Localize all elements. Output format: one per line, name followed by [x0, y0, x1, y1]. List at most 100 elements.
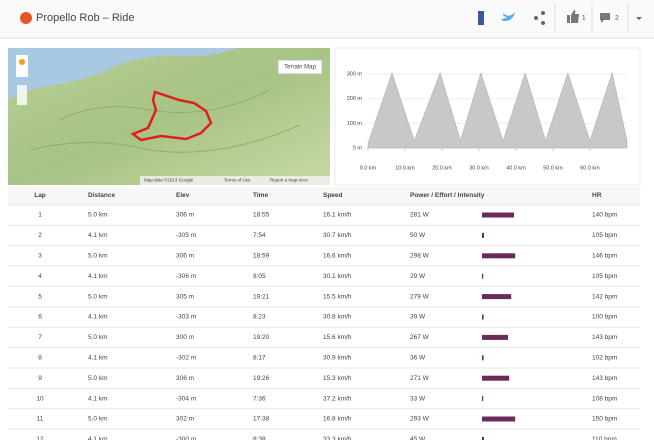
cell: 1 — [38, 212, 42, 219]
cell: 140 bpm — [592, 212, 617, 219]
column-header: Speed — [323, 192, 343, 199]
cell: 146 bpm — [592, 253, 617, 260]
table-header-bg — [8, 187, 640, 204]
comment-count: 2 — [615, 15, 619, 22]
column-header: Time — [253, 192, 268, 199]
cell: 15.5 km/h — [323, 293, 352, 300]
intensity-bar — [482, 334, 508, 340]
cell: 108 bpm — [592, 395, 617, 402]
cell: 142 bpm — [592, 293, 617, 300]
cell: 4 — [38, 273, 42, 280]
cell: 5 — [38, 293, 42, 300]
app-logo[interactable] — [20, 12, 32, 24]
cell: 8:23 — [253, 314, 266, 321]
route-line — [130, 90, 213, 142]
intensity-bar — [482, 232, 484, 238]
cell: 143 bpm — [592, 375, 617, 382]
column-header: Power / Effort / Intensity — [410, 192, 485, 199]
cell: 7:36 — [253, 395, 266, 402]
column-header: Distance — [88, 192, 115, 199]
menu-caret[interactable] — [636, 17, 642, 20]
cell: 5.0 km — [88, 334, 108, 341]
intensity-bar — [482, 273, 484, 279]
x-tick-label: 20.0 km — [432, 165, 452, 171]
pegman — [19, 59, 25, 65]
twitter-icon[interactable] — [501, 12, 515, 21]
cell: 293 W — [410, 416, 430, 423]
elevation-chart: 0 m 100 m 200 m 300 m 0.0 km 10.0 km 20.0 km 30… — [347, 71, 628, 171]
cell: 16.8 km/h — [323, 416, 352, 423]
cell: 30.8 km/h — [323, 314, 352, 321]
cell: -300 m — [176, 436, 196, 440]
cell: 30.9 km/h — [323, 355, 352, 362]
map-type-button[interactable] — [277, 59, 323, 75]
y-tick-label: 100 m — [347, 121, 363, 127]
cell: 36 W — [410, 355, 426, 362]
cell: 12 — [36, 436, 44, 440]
map-report[interactable]: Report a map error — [270, 178, 309, 183]
cell: 7:54 — [253, 232, 266, 239]
cell: 19:20 — [253, 334, 270, 341]
column-header: Lap — [34, 192, 46, 199]
header-bar — [0, 0, 654, 38]
comment-icon[interactable] — [600, 13, 610, 23]
cell: 110 bpm — [592, 436, 617, 440]
cell: 4.1 km — [88, 395, 108, 402]
cell: 19:26 — [253, 375, 270, 382]
cell: -302 m — [176, 355, 196, 362]
cell: 5.0 km — [88, 253, 108, 260]
cell: 29 W — [410, 273, 426, 280]
cell: 37.2 km/h — [323, 395, 352, 402]
intensity-bar — [482, 314, 484, 320]
cell: 10 — [36, 395, 44, 402]
cell: 5.0 km — [88, 416, 108, 423]
cell: 5.0 km — [88, 212, 108, 219]
cell: 6 — [38, 314, 42, 321]
cell: 8 — [38, 355, 42, 362]
street-view-control[interactable] — [16, 55, 28, 77]
cell: 302 m — [176, 416, 194, 423]
column-header: Elev — [176, 192, 190, 199]
page-title: Propello Rob – Ride — [36, 12, 134, 24]
column-header: HR — [592, 192, 602, 199]
cell: 15.6 km/h — [323, 334, 352, 341]
map[interactable]: Terrain Map Map data ©2013 Google Terms … — [8, 48, 330, 185]
cell: 305 m — [176, 293, 194, 300]
y-tick-label: 300 m — [347, 71, 363, 77]
cell: 306 m — [176, 375, 194, 382]
cell: 33.3 km/h — [323, 436, 352, 440]
cell: -306 m — [176, 273, 196, 280]
cell: 279 W — [410, 293, 430, 300]
share-icon[interactable] — [534, 11, 545, 25]
x-tick-label: 50.0 km — [543, 165, 563, 171]
cell: 105 bpm — [592, 273, 617, 280]
map-sea — [8, 48, 238, 100]
cell: 15.3 km/h — [323, 375, 352, 382]
cell: 11 — [37, 416, 44, 423]
cell: 150 bpm — [592, 416, 617, 423]
cell: 33 W — [410, 395, 426, 402]
x-tick-label: 10.0 km — [395, 165, 415, 171]
cell: 4.1 km — [88, 436, 108, 440]
map-attribution: Map data ©2013 Google — [144, 177, 194, 183]
like-icon[interactable] — [567, 10, 579, 23]
cell: 45 W — [410, 436, 426, 440]
cell: 30.7 km/h — [323, 232, 352, 239]
cell: 16.1 km/h — [323, 212, 352, 219]
intensity-bar — [482, 212, 514, 218]
map-ridges — [29, 89, 301, 153]
cell: 18:59 — [253, 253, 270, 260]
cell: 298 W — [410, 253, 430, 260]
zoom-control[interactable] — [17, 85, 27, 105]
cell: 50 W — [410, 232, 426, 239]
map-terms[interactable]: Terms of Use — [224, 178, 251, 183]
cell: 5.0 km — [88, 293, 108, 300]
cell: 2 — [38, 232, 42, 239]
elevation-area — [367, 71, 628, 149]
cell: 102 bpm — [592, 355, 617, 362]
facebook-icon[interactable] — [478, 11, 484, 25]
cell: 39 W — [410, 314, 426, 321]
intensity-bar — [482, 396, 484, 402]
cell: 8:38 — [253, 436, 266, 440]
